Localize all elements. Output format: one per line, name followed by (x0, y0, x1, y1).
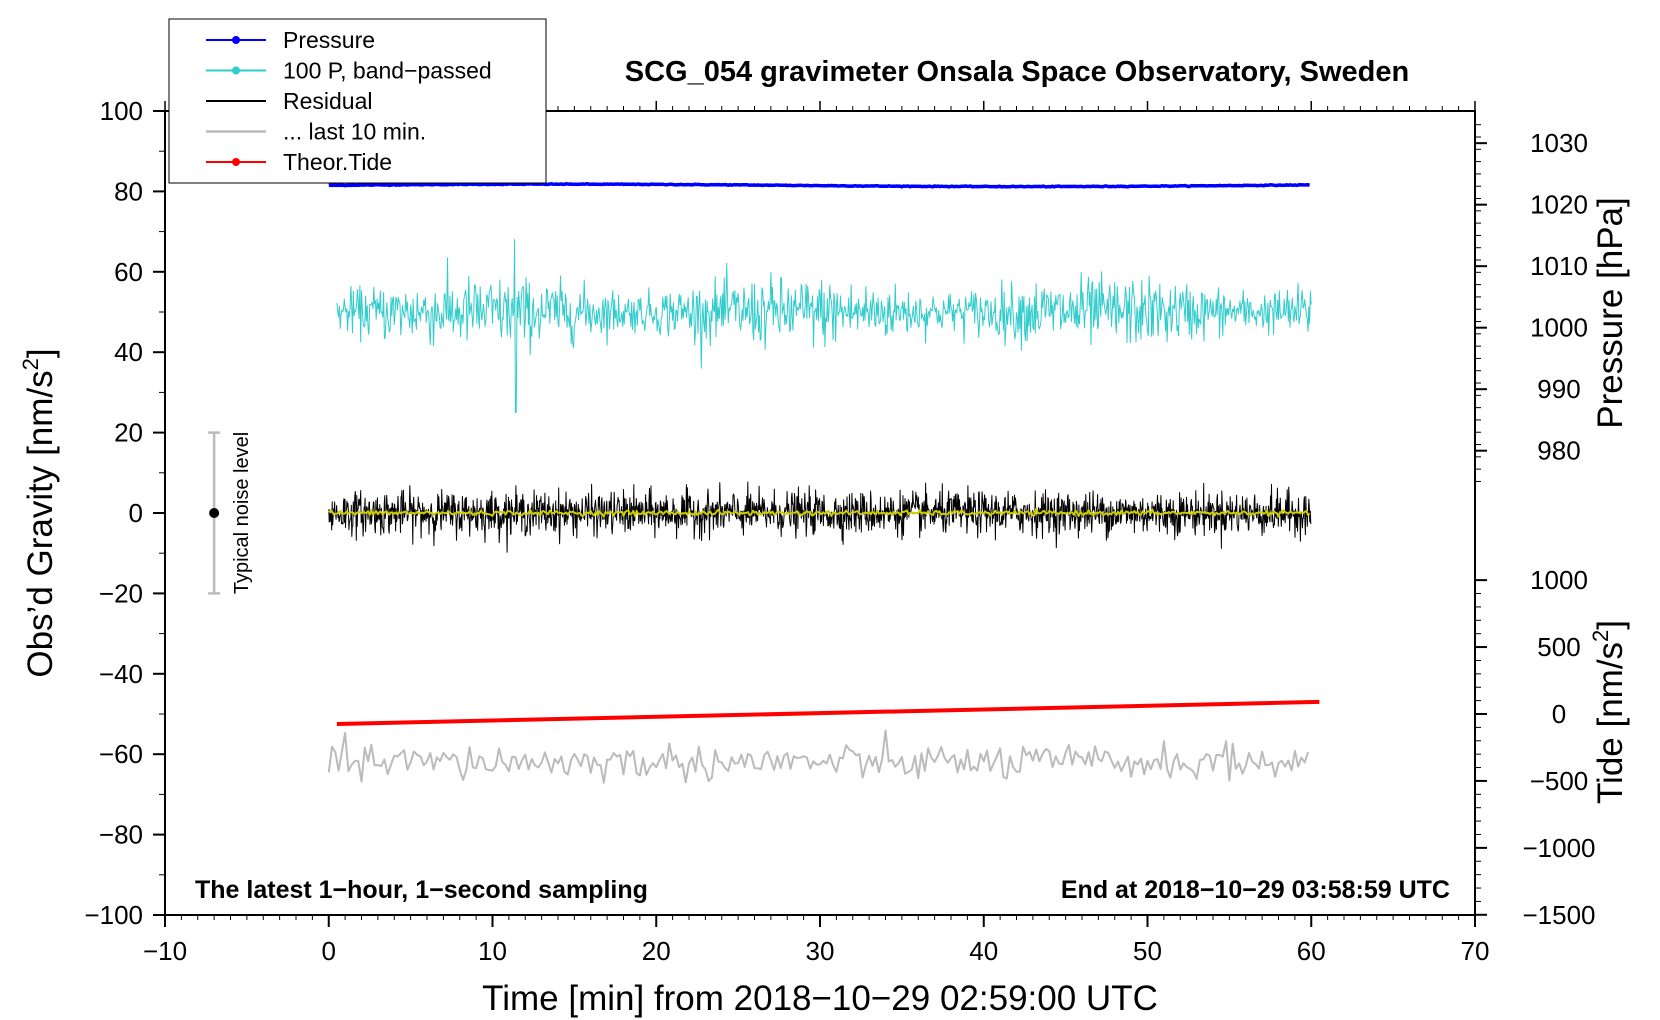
x-tick-label: 10 (478, 936, 507, 966)
annotation-left: The latest 1−hour, 1−second sampling (195, 876, 648, 904)
y-tick-label: 60 (114, 257, 143, 287)
y-axis-label-left-end: ] (21, 348, 60, 358)
tide-tick-label: −1000 (1522, 833, 1595, 863)
y-tick-label: 100 (100, 96, 143, 126)
x-tick-label: 20 (642, 936, 671, 966)
y-tick-label: −40 (99, 659, 143, 689)
annotation-right: End at 2018−10−29 03:58:59 UTC (1061, 876, 1450, 904)
legend-marker (232, 66, 240, 75)
series-theoretical-tide (336, 699, 1320, 726)
series-pressure-bandpassed (336, 239, 1312, 413)
y-tick-label: 80 (114, 176, 143, 206)
pressure-tick-label: 1000 (1530, 313, 1588, 343)
pressure-tick-label: 1020 (1530, 190, 1588, 220)
y-tick-label: −20 (99, 578, 143, 608)
tide-tick-label: 0 (1552, 699, 1566, 729)
y-axis-label-pressure: Pressure [hPa] (1591, 197, 1630, 429)
y-tick-label: −60 (99, 739, 143, 769)
tide-tick-label: −1500 (1522, 900, 1595, 930)
tide-tick-label: 1000 (1530, 565, 1588, 595)
legend-marker (232, 36, 240, 44)
legend-marker (232, 158, 240, 166)
y-tick-label: 0 (129, 498, 143, 528)
x-axis-label: Time [min] from 2018−10−29 02:59:00 UTC (482, 979, 1158, 1018)
y-tick-label: −100 (84, 900, 143, 930)
y-axis-label-tide-end: ] (1591, 620, 1630, 630)
tick-layer: −10 0 10 20 30 40 50 60 70−100−80−60−40−20020406… (84, 96, 1595, 966)
series-layer (327, 181, 1320, 784)
series-residual (328, 481, 1312, 553)
x-tick-label: 60 (1297, 936, 1326, 966)
x-tick-label: 30 (806, 936, 835, 966)
legend-label: Pressure (283, 27, 375, 53)
chart-title: SCG_054 gravimeter Onsala Space Observat… (625, 56, 1409, 88)
pressure-tick-label: 990 (1537, 374, 1580, 404)
legend-label: ... last 10 min. (283, 119, 426, 145)
pressure-tick-label: 1010 (1530, 251, 1588, 281)
tide-tick-label: 500 (1537, 632, 1580, 662)
noise-indicator: Typical noise level (208, 431, 253, 595)
y-tick-label: −80 (99, 820, 143, 850)
legend: Pressure 100 P, band−passed Residual ... la… (168, 18, 547, 184)
series-last-10-min (327, 729, 1309, 784)
y-axis-label-left-main: Obs’d Gravity [nm/s (21, 370, 60, 677)
x-tick-label: −10 (143, 936, 187, 966)
y-axis-label-tide-sup: 2 (1588, 630, 1613, 642)
y-axis-label-tide-main: Tide [nm/s (1591, 642, 1630, 804)
y-tick-label: 40 (114, 337, 143, 367)
legend-entries: Pressure 100 P, band−passed Residual ... la… (206, 27, 492, 175)
x-tick-label: 0 (322, 936, 336, 966)
y-axis-label-left: Obs’d Gravity [nm/s2] (18, 348, 60, 677)
noise-center-dot (209, 508, 220, 518)
tide-tick-label: −500 (1530, 766, 1589, 796)
pressure-tick-label: 980 (1537, 436, 1580, 466)
y-axis-label-left-sup: 2 (18, 358, 43, 370)
y-tick-label: 20 (114, 418, 143, 448)
series-pressure (328, 181, 1311, 189)
legend-label: Theor.Tide (283, 149, 392, 175)
series-residual-smoothed (328, 507, 1311, 518)
noise-label: Typical noise level (231, 432, 253, 594)
x-tick-label: 40 (969, 936, 998, 966)
y-axis-label-tide: Tide [nm/s2] (1588, 620, 1630, 804)
legend-label: Residual (283, 88, 373, 114)
pressure-tick-label: 1030 (1530, 128, 1588, 158)
legend-label: 100 P, band−passed (283, 58, 492, 84)
x-tick-label: 50 (1133, 936, 1162, 966)
x-tick-label: 70 (1461, 936, 1490, 966)
